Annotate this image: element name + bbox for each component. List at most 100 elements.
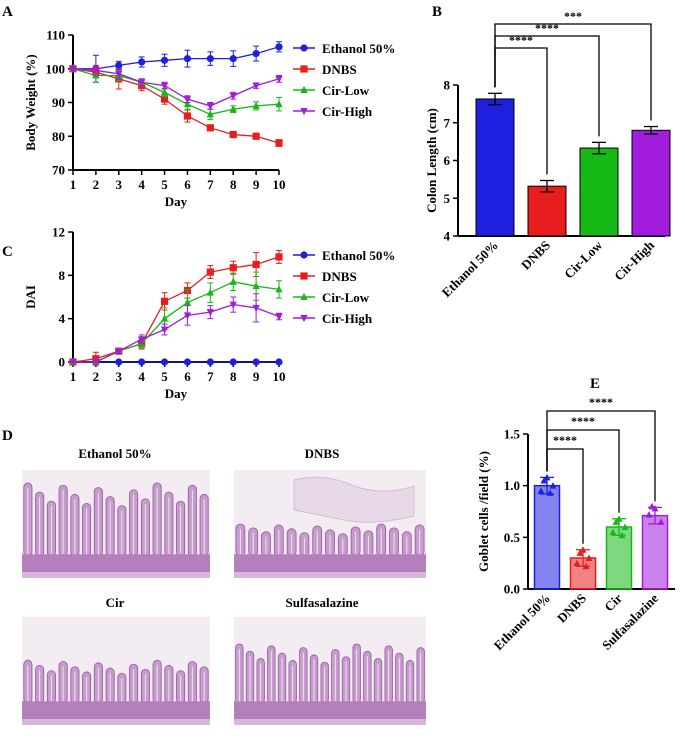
bar [527, 185, 567, 237]
data-point [229, 55, 237, 63]
data-point [115, 70, 123, 79]
data-point [229, 277, 237, 285]
histology-image-cir [22, 617, 210, 725]
data-point [206, 288, 214, 296]
y-tick-label: 110 [46, 28, 65, 43]
legend-marker [300, 272, 308, 280]
data-point [206, 268, 214, 276]
y-tick-label: 0.0 [504, 582, 520, 597]
series-1 [69, 65, 283, 147]
scatter-point [585, 554, 593, 561]
y-tick-label: 1.5 [504, 427, 521, 442]
series-1 [69, 249, 283, 366]
bar [631, 129, 671, 237]
legend-label: DNBS [322, 62, 357, 77]
micrograph-title-dnbs: DNBS [305, 446, 340, 461]
x-tick-label: 6 [184, 177, 191, 192]
legend-marker [300, 315, 308, 323]
data-point [69, 65, 77, 73]
data-point [275, 253, 283, 261]
data-point [138, 336, 146, 344]
x-tick-label: DNBS [518, 238, 553, 273]
panel-label-e: E [590, 376, 600, 392]
significance-bracket [494, 23, 652, 121]
data-point [160, 82, 169, 90]
bar [533, 484, 561, 590]
y-tick-label: 5 [444, 191, 451, 206]
data-point [275, 43, 283, 51]
x-tick-label: 3 [116, 177, 123, 192]
legend-label: Ethanol 50% [322, 248, 395, 263]
data-point [252, 304, 260, 313]
chart-body-weight: 70 80 90 100 110 1 2 3 4 5 6 7 8 9 10 Day Body Weight (%… [23, 28, 395, 210]
x-tick-label: Cir-Low [561, 237, 605, 281]
muscularis-layer [22, 719, 210, 725]
data-point [183, 55, 192, 63]
legend-label: Ethanol 50% [322, 41, 395, 56]
bar [605, 526, 633, 590]
x-tick-label: 10 [273, 369, 286, 384]
x-tick-label: 5 [161, 369, 168, 384]
data-point [115, 358, 123, 366]
panel-label-a: A [2, 4, 13, 20]
data-point [115, 61, 123, 69]
data-point [206, 110, 214, 118]
data-point [252, 281, 260, 290]
data-point [160, 358, 169, 366]
data-point [275, 139, 283, 147]
series-3 [69, 64, 283, 111]
micrograph-title-sulfasalazine: Sulfasalazine [286, 595, 359, 610]
data-point [183, 96, 192, 104]
bar [475, 98, 515, 237]
x-tick-label: 9 [253, 369, 260, 384]
x-tick-label: Ethanol 50% [491, 591, 553, 653]
muscularis-layer [234, 719, 426, 725]
data-point [160, 95, 169, 103]
scatter-point [648, 502, 656, 510]
y-tick-label: 4 [59, 311, 66, 326]
scatter-point [621, 523, 629, 530]
series-2 [69, 271, 283, 365]
scatter-point [651, 504, 659, 512]
data-point [92, 67, 100, 75]
legend-label: Cir-High [322, 311, 373, 326]
data-point [138, 79, 146, 87]
y-axis-label: DAI [23, 285, 38, 309]
y-tick-label: 0 [59, 355, 66, 370]
significance-label: **** [571, 414, 595, 428]
panel-label-d: D [2, 428, 13, 444]
scatter-point [576, 549, 584, 556]
scatter-point [657, 518, 665, 525]
series-3 [69, 293, 283, 367]
x-tick-label: Cir [601, 590, 625, 614]
data-point [275, 99, 283, 108]
scatter-point [579, 546, 587, 553]
scatter-point [615, 515, 623, 522]
data-point [206, 102, 214, 111]
x-tick-label: 10 [273, 177, 286, 192]
legend-label: Cir-Low [322, 290, 370, 305]
data-point [183, 298, 192, 306]
series-line [72, 68, 280, 144]
data-point [252, 101, 260, 109]
scatter-point [543, 473, 551, 481]
data-point [275, 285, 283, 293]
y-tick-label: 12 [52, 225, 65, 240]
histology-image-ethanol [22, 470, 210, 578]
x-axis-label: Day [165, 194, 188, 209]
scatter-point [645, 511, 653, 518]
legend-marker [300, 44, 308, 52]
data-point [252, 132, 260, 140]
data-point [229, 264, 237, 272]
histology-image-sulfasalazine [234, 617, 426, 725]
data-point [69, 359, 77, 367]
x-tick-label: 2 [93, 369, 100, 384]
legend-marker [300, 65, 308, 73]
y-tick-label: 0.5 [504, 530, 521, 545]
data-point [252, 82, 260, 90]
legend-marker [300, 108, 308, 116]
bar [579, 147, 619, 237]
data-point [160, 314, 169, 322]
legend-label: Cir-High [322, 104, 373, 119]
